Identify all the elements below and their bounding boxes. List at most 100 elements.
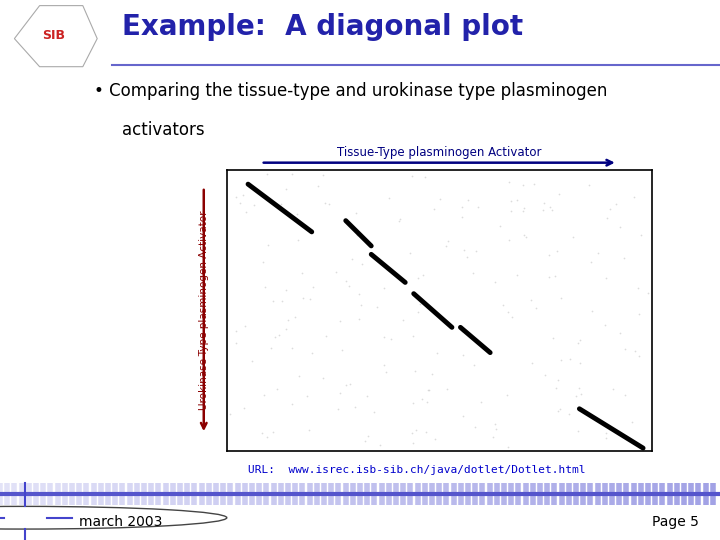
Point [422,386,433,394]
Point [289,313,301,321]
Point [507,313,518,321]
Point [456,327,468,335]
Point [517,206,528,215]
Point [468,361,480,369]
Point [230,338,242,347]
Point [442,237,454,246]
Point [270,333,282,341]
Point [405,249,416,258]
Point [265,343,276,352]
Point [567,232,578,241]
Point [319,199,330,207]
Point [555,356,567,364]
Point [407,399,418,407]
Point [602,214,613,222]
Point [355,300,366,309]
Point [394,217,405,225]
Point [281,325,292,333]
Point [379,361,390,369]
Point [490,424,502,433]
Point [574,383,585,392]
Point [490,278,501,286]
Point [356,259,367,268]
Point [501,390,513,399]
Point [600,273,611,282]
Point [537,205,549,214]
Point [497,301,508,309]
Point [349,403,361,411]
Point [575,336,586,345]
Text: Urokinase-Type plasminogen Activator: Urokinase-Type plasminogen Activator [199,211,209,410]
Point [296,269,307,278]
Point [416,395,428,404]
Point [546,206,557,215]
Point [539,199,550,208]
Point [575,389,586,398]
Point [585,258,596,266]
Point [276,297,288,306]
Point [330,268,341,276]
Point [379,333,390,342]
Point [593,249,604,258]
Point [430,435,441,444]
Point [530,304,541,313]
Point [459,246,470,254]
Point [633,310,644,319]
Point [503,178,515,187]
Point [572,339,584,347]
Point [552,246,563,255]
Point [246,357,257,366]
Point [287,344,298,353]
Point [441,385,453,394]
Point [395,215,406,224]
Text: Tissue-Type plasminogen Activator: Tissue-Type plasminogen Activator [337,146,541,159]
Point [354,315,365,323]
Point [276,200,287,208]
Point [345,380,356,389]
Point [286,169,297,178]
Point [419,173,431,181]
Point [421,397,433,406]
Point [362,431,374,440]
Point [423,386,435,395]
Point [415,300,426,308]
Point [511,271,523,280]
Text: • Comparing the tissue-type and urokinase type plasminogen: • Comparing the tissue-type and urokinas… [94,82,607,100]
Point [553,375,564,384]
Point [248,200,260,209]
Point [379,284,390,292]
Point [554,405,565,414]
Point [503,307,514,316]
Point [408,438,419,447]
Point [374,441,386,449]
Point [282,315,294,324]
Point [574,359,585,367]
Point [230,326,242,335]
Point [495,222,506,231]
Point [618,254,630,263]
Point [607,384,618,393]
Point [467,269,479,278]
Point [619,345,631,353]
Point [346,255,357,264]
Point [428,204,439,213]
Point [292,236,304,245]
Point [610,199,621,208]
Point [564,354,576,363]
Point [261,433,273,442]
Point [431,349,442,357]
Point [600,434,612,443]
Point [632,284,644,292]
Point [341,380,352,389]
Point [528,180,539,188]
Point [372,303,383,312]
Point [458,411,469,420]
Point [267,296,279,305]
Point [410,426,422,434]
Point [351,231,363,240]
Point [234,198,246,207]
Point [410,367,421,375]
Text: SIB: SIB [42,29,66,42]
Text: activators: activators [122,121,205,139]
Point [440,242,451,251]
